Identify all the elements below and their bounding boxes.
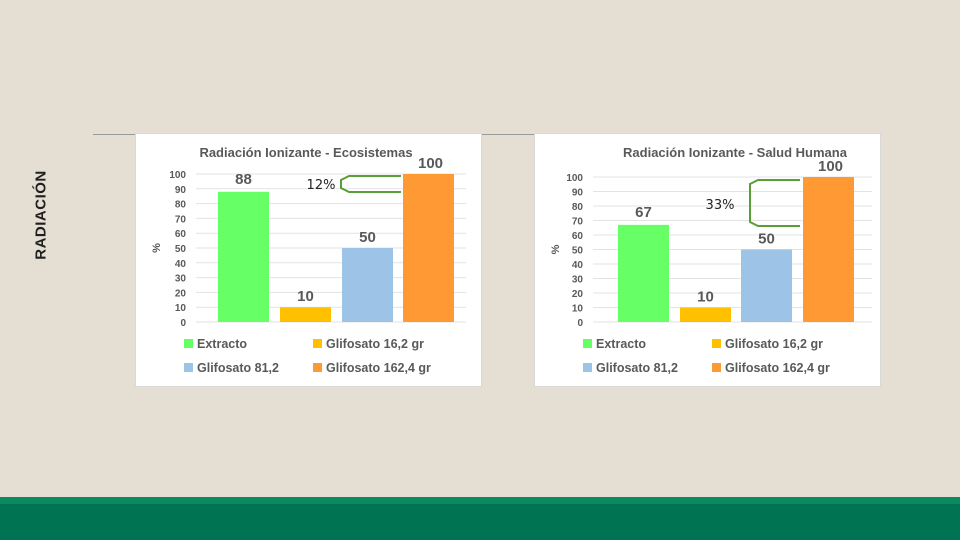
y-tick-label: 10 [175, 303, 187, 314]
bar-4 [403, 174, 454, 322]
y-tick-label: 40 [175, 259, 187, 270]
data-label: 88 [235, 171, 252, 188]
y-tick-label: 70 [175, 214, 187, 225]
y-tick-label: 100 [566, 173, 583, 184]
bar-3 [741, 249, 792, 322]
chart-title: Radiación Ionizante - Ecosistemas [199, 145, 412, 160]
legend-label: Glifosato 16,2 gr [725, 337, 823, 351]
y-tick-label: 20 [572, 289, 584, 300]
bar-3 [342, 248, 393, 322]
legend-swatch [583, 339, 592, 348]
difference-annotation: 12% [307, 178, 336, 193]
difference-bracket [749, 179, 800, 227]
chart-salud-humana: Radiación Ionizante - Salud Humana% 0 10 20… [534, 133, 881, 387]
chart-salud-humana-svg: Radiación Ionizante - Salud Humana% 0 10 20… [550, 145, 872, 375]
legend-label: Extracto [596, 337, 646, 351]
slide-title: RADIACIÓN [32, 170, 50, 260]
difference-bracket [340, 175, 401, 193]
bar-4 [803, 177, 854, 322]
bar-2 [680, 307, 731, 322]
bar-2 [280, 307, 331, 322]
y-tick-label: 60 [175, 229, 187, 240]
y-tick-label: 90 [175, 185, 187, 196]
data-label: 10 [297, 288, 314, 305]
chart-ecosistemas: Radiación Ionizante - Ecosistemas% 0 10 20 3… [135, 133, 482, 387]
legend-label: Glifosato 81,2 [197, 361, 279, 375]
chart-title: Radiación Ionizante - Salud Humana [623, 145, 848, 160]
chart-ecosistemas-svg: Radiación Ionizante - Ecosistemas% 0 10 20 3… [151, 145, 466, 375]
legend-label: Glifosato 16,2 gr [326, 337, 424, 351]
data-label: 50 [359, 229, 376, 246]
y-tick-label: 90 [572, 188, 584, 199]
bar-1 [218, 191, 269, 322]
y-tick-label: 0 [577, 318, 583, 329]
legend-label: Glifosato 81,2 [596, 361, 678, 375]
y-tick-label: 80 [175, 200, 187, 211]
footer-stripe [0, 497, 960, 504]
y-tick-label: 80 [572, 202, 584, 213]
legend-label: Glifosato 162,4 gr [326, 361, 431, 375]
divider-line-middle [482, 134, 536, 135]
legend-swatch [184, 363, 193, 372]
y-tick-label: 10 [572, 304, 584, 315]
legend-swatch [184, 339, 193, 348]
data-label: 100 [818, 158, 843, 175]
divider-line-left [93, 134, 135, 135]
y-tick-label: 60 [572, 231, 584, 242]
y-axis-label: % [550, 244, 562, 254]
legend-swatch [712, 339, 721, 348]
y-tick-label: 20 [175, 288, 187, 299]
y-tick-label: 0 [180, 318, 186, 329]
footer-band [0, 497, 960, 540]
legend-label: Extracto [197, 337, 247, 351]
y-tick-label: 100 [169, 170, 186, 181]
legend-swatch [313, 363, 322, 372]
y-tick-label: 70 [572, 217, 584, 228]
legend-swatch [313, 339, 322, 348]
y-tick-label: 50 [572, 246, 584, 257]
legend-swatch [712, 363, 721, 372]
y-tick-label: 50 [175, 244, 187, 255]
data-label: 100 [418, 155, 443, 172]
legend-swatch [583, 363, 592, 372]
data-label: 67 [635, 204, 652, 221]
y-tick-label: 30 [572, 275, 584, 286]
difference-annotation: 33% [706, 198, 735, 213]
data-label: 10 [697, 289, 714, 306]
data-label: 50 [758, 231, 775, 248]
y-axis-label: % [151, 243, 163, 253]
legend-label: Glifosato 162,4 gr [725, 361, 830, 375]
y-tick-label: 30 [175, 274, 187, 285]
bar-1 [618, 224, 669, 322]
y-tick-label: 40 [572, 260, 584, 271]
